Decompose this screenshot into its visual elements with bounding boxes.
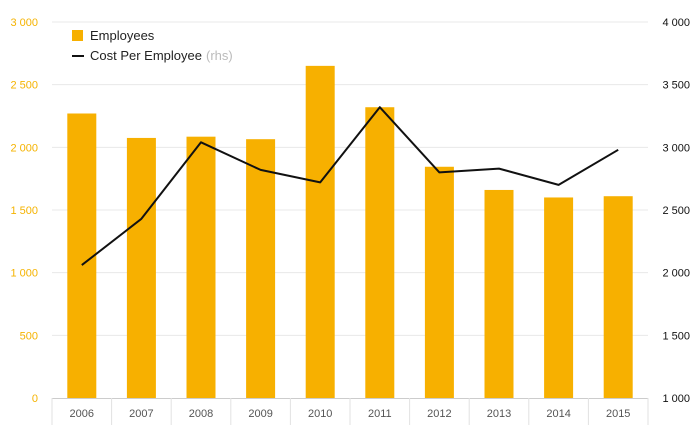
left-axis-tick-label: 2 500: [10, 80, 38, 92]
x-axis-tick-label: 2006: [70, 408, 94, 420]
right-axis-tick-label: 3 000: [662, 142, 690, 154]
bar-employees: [603, 196, 633, 398]
line-cost-per-employee: [81, 106, 619, 266]
employees-bars: [67, 65, 633, 399]
bar-employees: [305, 65, 335, 398]
x-axis-tick-label: 2015: [606, 408, 630, 420]
left-axis-tick-label: 500: [20, 330, 38, 342]
x-axis-tick-label: 2013: [487, 408, 511, 420]
bar-employees: [544, 197, 574, 398]
legend-label-cost: Cost Per Employee (rhs): [90, 48, 233, 63]
left-axis-tick-label: 1 000: [10, 268, 38, 280]
legend-label-employees: Employees: [90, 28, 155, 43]
bar-employees: [484, 189, 514, 398]
cost-per-employee-line: [81, 106, 619, 266]
bar-employees: [186, 136, 216, 398]
x-axis-tick-label: 2008: [189, 408, 213, 420]
left-axis-tick-label: 1 500: [10, 205, 38, 217]
bar-employees: [365, 107, 395, 398]
left-axis: 0 500 1 000 1 500 2 000 2 500 3 000: [10, 17, 38, 405]
left-axis-tick-label: 3 000: [10, 17, 38, 29]
legend-swatch-employees: [72, 30, 83, 41]
right-axis-tick-label: 1 000: [662, 393, 690, 405]
right-axis-tick-label: 4 000: [662, 17, 690, 29]
bar-employees: [126, 137, 156, 398]
x-axis-tick-label: 2009: [248, 408, 272, 420]
legend-label-cost-name: Cost Per Employee: [90, 48, 202, 63]
right-axis-tick-label: 2 500: [662, 205, 690, 217]
legend-label-cost-note: (rhs): [206, 48, 233, 63]
right-axis-tick-label: 1 500: [662, 330, 690, 342]
x-axis-tick-label: 2010: [308, 408, 332, 420]
bar-employees: [67, 113, 97, 398]
x-axis-tick-label: 2014: [546, 408, 570, 420]
x-axis-tick-label: 2012: [427, 408, 451, 420]
left-axis-tick-label: 2 000: [10, 142, 38, 154]
right-axis: 1 000 1 500 2 000 2 500 3 000 3 500 4 000: [662, 17, 690, 405]
bar-employees: [424, 166, 454, 398]
bar-employees: [246, 139, 276, 399]
legend: Employees Cost Per Employee (rhs): [72, 28, 233, 63]
x-axis-tick-label: 2007: [129, 408, 153, 420]
x-axis: 2006 2007 2008 2009 2010 2011 2012 2013 2014 2015: [51, 398, 649, 425]
right-axis-tick-label: 3 500: [662, 80, 690, 92]
left-axis-tick-label: 0: [32, 393, 38, 405]
x-axis-tick-label: 2011: [368, 408, 392, 420]
right-axis-tick-label: 2 000: [662, 268, 690, 280]
